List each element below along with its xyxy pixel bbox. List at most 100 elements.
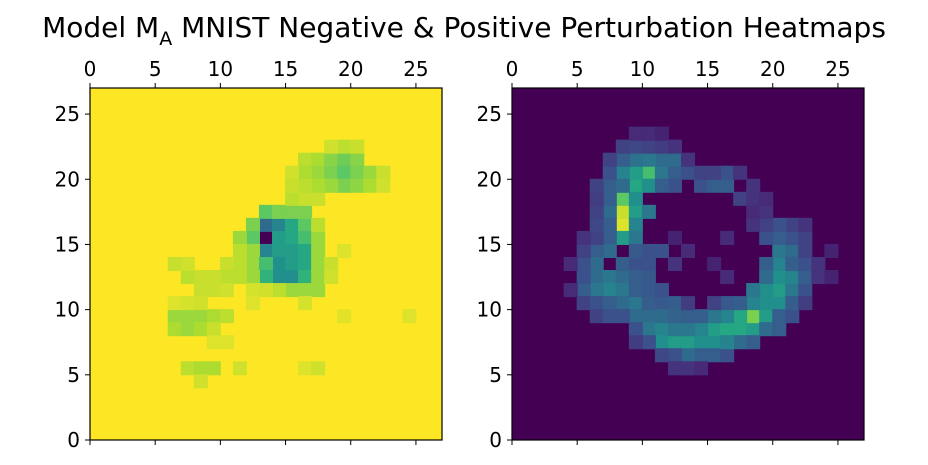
positive-heatmap-cell	[720, 335, 735, 350]
negative-heatmap-cell	[219, 309, 234, 324]
positive-heatmap-cell	[615, 309, 630, 324]
positive-heatmap-cell	[707, 256, 722, 272]
positive-heatmap-cell	[589, 217, 604, 232]
y-tick-label: 5	[67, 363, 80, 387]
positive-heatmap-cell	[641, 165, 656, 180]
negative-heatmap-cell	[272, 204, 287, 219]
negative-heatmap-cell	[376, 178, 391, 193]
positive-heatmap-cell	[654, 335, 669, 350]
positive-heatmap-cell	[589, 270, 604, 285]
positive-heatmap-cell	[720, 348, 735, 363]
x-tick-label: 0	[84, 57, 97, 81]
positive-heatmap-cell	[654, 322, 669, 337]
positive-heatmap-cell	[798, 243, 813, 258]
negative-heatmap-cell	[206, 335, 221, 350]
positive-heatmap-cell	[746, 296, 761, 311]
negative-heatmap-cell	[350, 152, 365, 167]
positive-heatmap-cell	[733, 191, 748, 206]
positive-heatmap-cell	[602, 178, 617, 193]
positive-heatmap-cell	[694, 322, 709, 337]
negative-heatmap-cell	[350, 165, 365, 180]
negative-heatmap-cell	[258, 283, 274, 298]
negative-heatmap-cell	[167, 322, 182, 337]
negative-heatmap-cell	[219, 335, 234, 350]
positive-heatmap-cell	[563, 256, 578, 272]
negative-heatmap-cell	[272, 270, 287, 285]
positive-heatmap-cell	[694, 361, 709, 376]
positive-heatmap-cell	[667, 256, 682, 272]
negative-heatmap-cell	[206, 322, 221, 337]
y-tick-label: 25	[477, 102, 502, 126]
positive-heatmap-cell	[615, 256, 630, 272]
negative-heatmap-cell	[258, 243, 274, 258]
positive-heatmap-cell	[680, 165, 696, 180]
positive-heatmap-cell	[772, 309, 787, 324]
negative-heatmap-cell	[285, 204, 300, 219]
positive-heatmap-cell	[733, 335, 748, 350]
negative-heatmap-cell	[272, 256, 287, 272]
positive-heatmap-cell	[785, 256, 800, 272]
positive-heatmap-cell	[628, 126, 643, 141]
negative-heatmap-cell	[298, 361, 313, 376]
negative-heatmap-cell	[245, 283, 260, 298]
positive-heatmap-cell	[733, 165, 748, 180]
negative-heatmap-cell	[272, 230, 287, 245]
positive-heatmap-cell	[798, 230, 813, 245]
positive-heatmap-cell	[615, 139, 630, 154]
negative-heatmap-cell	[258, 270, 274, 285]
negative-heatmap-cell	[298, 191, 313, 206]
negative-heatmap-cell	[180, 322, 195, 337]
positive-heatmap-cell	[667, 139, 682, 154]
negative-heatmap-cell	[337, 139, 352, 154]
negative-heatmap-cell	[298, 296, 313, 311]
negative-heatmap-cell	[285, 230, 300, 245]
positive-heatmap-cell	[641, 335, 656, 350]
positive-heatmap-cell	[602, 309, 617, 324]
positive-heatmap-cell	[641, 126, 656, 141]
positive-heatmap-cell	[667, 348, 682, 363]
negative-heatmap-cell	[324, 178, 339, 193]
negative-heatmap-cell	[193, 296, 208, 311]
positive-heatmap-cell	[654, 283, 669, 298]
positive-heatmap-cell	[680, 322, 696, 337]
positive-heatmap-cell	[707, 335, 722, 350]
negative-heatmap-cell	[245, 217, 260, 232]
negative-heatmap-cell	[285, 243, 300, 258]
negative-heatmap-cell	[363, 178, 378, 193]
positive-heatmap-cell	[589, 283, 604, 298]
negative-heatmap-cell	[167, 296, 182, 311]
positive-heatmap-cell	[798, 217, 813, 232]
positive-heatmap-cell	[785, 309, 800, 324]
positive-heatmap-cell	[628, 230, 643, 245]
positive-heatmap-cell	[772, 256, 787, 272]
chart-title-subscript: A	[159, 28, 172, 50]
positive-heatmap-cell	[707, 322, 722, 337]
positive-heatmap-cell	[798, 256, 813, 272]
positive-heatmap-cell	[641, 243, 656, 258]
positive-heatmap-cell	[720, 296, 735, 311]
positive-heatmap-cell	[654, 126, 669, 141]
positive-heatmap-cell	[628, 165, 643, 180]
positive-heatmap-cell	[759, 217, 774, 232]
negative-heatmap-cell	[193, 361, 208, 376]
positive-heatmap-cell	[602, 152, 617, 167]
negative-heatmap-cell	[337, 309, 352, 324]
positive-heatmap-cell	[576, 283, 591, 298]
positive-heatmap-cell	[759, 204, 774, 219]
negative-heatmap-cell	[324, 139, 339, 154]
negative-heatmap-cell	[180, 309, 195, 324]
positive-heatmap-cell	[694, 178, 709, 193]
positive-heatmap-cell	[628, 335, 643, 350]
negative-heatmap-cell	[193, 309, 208, 324]
positive-heatmap-cell	[759, 270, 774, 285]
positive-axes-frame	[511, 87, 865, 441]
positive-heatmap-cell	[720, 178, 735, 193]
positive-heatmap-cell	[720, 322, 735, 337]
x-tick-label: 5	[149, 57, 162, 81]
positive-heatmap-cell	[589, 296, 604, 311]
negative-heatmap-cell	[298, 243, 313, 258]
x-tick-label: 25	[825, 57, 850, 81]
negative-heatmap-cell	[298, 178, 313, 193]
positive-heatmap-cell	[654, 296, 669, 311]
